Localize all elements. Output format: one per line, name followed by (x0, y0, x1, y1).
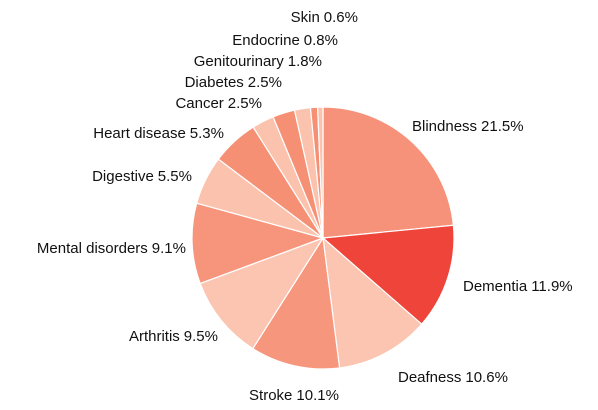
category-name: Genitourinary (194, 53, 285, 70)
value-label: 21.5% (481, 118, 524, 135)
slice-label: Digestive 5.5% (92, 168, 192, 185)
slice-label: Cancer 2.5% (175, 95, 262, 112)
category-name: Dementia (463, 278, 528, 295)
slice-label: Heart disease 5.3% (93, 125, 224, 142)
pie-slice (252, 236, 341, 370)
slice-label: Skin 0.6% (291, 9, 358, 26)
pie-slice (322, 106, 455, 239)
pie-slice (322, 236, 423, 369)
slice-label: Diabetes 2.5% (185, 74, 282, 91)
value-label: 9.5% (184, 328, 218, 345)
category-name: Deafness (398, 369, 461, 386)
slice-label: Blindness 21.5% (412, 118, 524, 135)
category-name: Stroke (249, 387, 292, 404)
value-label: 10.1% (296, 387, 339, 404)
value-label: 11.9% (531, 278, 572, 295)
category-name: Cancer (175, 95, 223, 112)
category-name: Mental disorders (37, 240, 148, 257)
slice-label: Dementia 11.9% (463, 278, 573, 295)
pie-slice (199, 236, 325, 350)
category-name: Skin (291, 9, 320, 26)
value-label: 0.8% (304, 32, 338, 49)
value-label: 5.5% (158, 168, 192, 185)
pie-slice (321, 224, 455, 326)
value-label: 2.5% (228, 95, 262, 112)
value-label: 9.1% (152, 240, 186, 257)
category-name: Endocrine (232, 32, 300, 49)
value-label: 1.8% (288, 53, 322, 70)
category-name: Diabetes (185, 74, 244, 91)
value-label: 5.3% (190, 125, 224, 142)
value-label: 2.5% (248, 74, 282, 91)
category-name: Blindness (412, 118, 477, 135)
slice-label: Deafness 10.6% (398, 369, 508, 386)
slice-label: Endocrine 0.8% (232, 32, 338, 49)
slice-label: Genitourinary 1.8% (194, 53, 322, 70)
slice-label: Mental disorders 9.1% (37, 240, 186, 257)
category-name: Heart disease (93, 125, 186, 142)
pie-slice (316, 106, 324, 239)
pie-slice (191, 202, 325, 285)
slice-label: Arthritis 9.5% (129, 328, 218, 345)
category-name: Digestive (92, 168, 154, 185)
slice-label: Stroke 10.1% (249, 387, 339, 404)
category-name: Arthritis (129, 328, 180, 345)
value-label: 10.6% (465, 369, 508, 386)
value-label: 0.6% (324, 9, 358, 26)
